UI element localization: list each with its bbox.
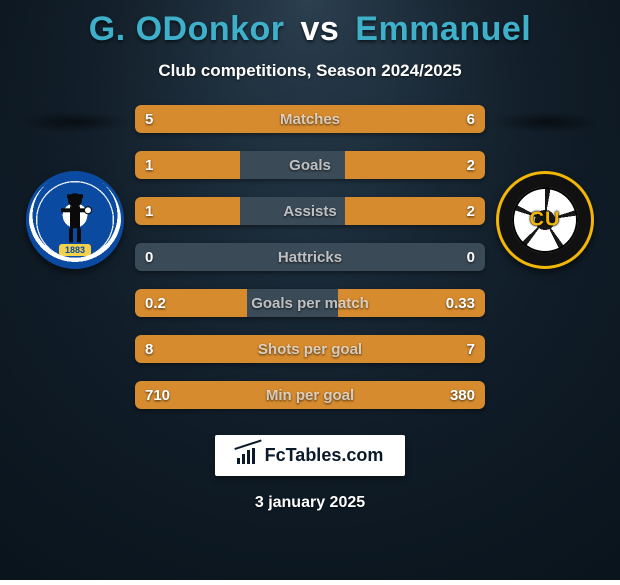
- stat-row: 710380Min per goal: [135, 381, 485, 409]
- player-shadow-left: [20, 111, 130, 133]
- stat-bars: 56Matches12Goals12Assists00Hattricks0.20…: [135, 105, 485, 409]
- bars-chart-icon: [237, 448, 257, 464]
- stat-row: 0.20.33Goals per match: [135, 289, 485, 317]
- side-left: 1883: [15, 105, 135, 269]
- stat-row: 56Matches: [135, 105, 485, 133]
- title-player2: Emmanuel: [355, 10, 531, 48]
- stat-value-right: 0.33: [436, 289, 485, 317]
- content-root: G. ODonkor vs Emmanuel Club competitions…: [0, 0, 620, 580]
- player-shadow-right: [490, 111, 600, 133]
- stat-value-right: 0: [457, 243, 485, 271]
- stat-row: 12Assists: [135, 197, 485, 225]
- club-crest-left: 1883: [26, 171, 124, 269]
- stat-value-left: 0.2: [135, 289, 176, 317]
- crest-initials-right: CU: [530, 209, 561, 232]
- branding-badge: FcTables.com: [215, 435, 406, 476]
- stat-value-right: 7: [457, 335, 485, 363]
- title-player1: G. ODonkor: [89, 10, 285, 48]
- stat-value-left: 5: [135, 105, 163, 133]
- stat-row: 12Goals: [135, 151, 485, 179]
- comparison-arena: 1883 56Matches12Goals12Assists00Hattrick…: [0, 105, 620, 409]
- crest-year-left: 1883: [59, 244, 91, 256]
- stat-value-left: 1: [135, 151, 163, 179]
- title-vs: vs: [301, 10, 340, 48]
- stat-value-right: 2: [457, 197, 485, 225]
- stat-value-left: 710: [135, 381, 180, 409]
- stat-value-left: 8: [135, 335, 163, 363]
- subtitle: Club competitions, Season 2024/2025: [158, 61, 461, 81]
- page-title: G. ODonkor vs Emmanuel: [89, 10, 531, 49]
- stat-value-left: 1: [135, 197, 163, 225]
- stat-row: 00Hattricks: [135, 243, 485, 271]
- stat-value-right: 380: [440, 381, 485, 409]
- date-label: 3 january 2025: [255, 494, 365, 512]
- stat-value-right: 6: [457, 105, 485, 133]
- stat-row: 87Shots per goal: [135, 335, 485, 363]
- branding-text: FcTables.com: [265, 445, 384, 466]
- side-right: CU: [485, 105, 605, 269]
- stat-value-left: 0: [135, 243, 163, 271]
- pirate-icon: [55, 190, 95, 244]
- club-crest-right: CU: [496, 171, 594, 269]
- stat-track: [135, 243, 485, 271]
- stat-value-right: 2: [457, 151, 485, 179]
